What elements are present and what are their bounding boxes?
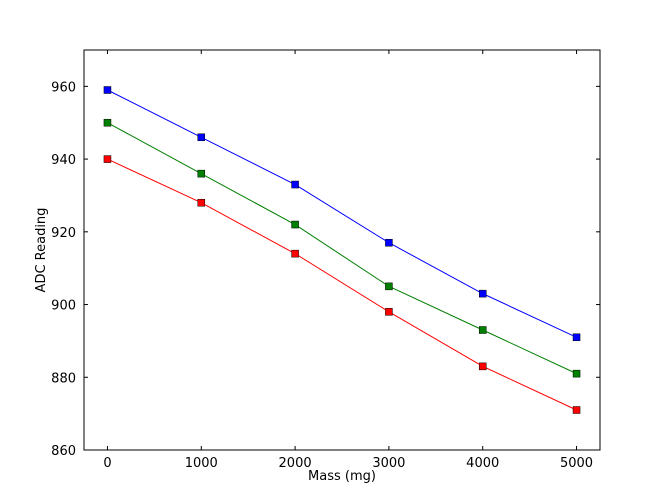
data-point xyxy=(291,249,299,258)
x-axis-label: Mass (mg) xyxy=(308,469,376,484)
data-point xyxy=(103,86,112,94)
y-tick-label: 940 xyxy=(51,153,76,168)
x-tick-label: 5000 xyxy=(560,456,593,471)
series-3 xyxy=(103,155,581,414)
plot-area xyxy=(83,49,601,451)
y-tick-label: 860 xyxy=(51,444,76,459)
series-line xyxy=(107,158,577,411)
series-layer xyxy=(103,86,581,414)
x-tick-label: 1000 xyxy=(185,456,218,471)
data-point xyxy=(291,180,299,189)
y-tick-label: 880 xyxy=(51,371,76,386)
x-tick-label: 3000 xyxy=(372,456,405,471)
data-point xyxy=(478,326,487,334)
series-line xyxy=(107,89,577,338)
series-2 xyxy=(103,118,581,378)
series-line xyxy=(107,122,577,375)
data-point xyxy=(385,238,393,247)
data-point xyxy=(197,198,206,207)
data-point xyxy=(572,369,581,378)
data-point xyxy=(103,118,112,127)
y-tick-label: 900 xyxy=(51,299,76,314)
y-axis-label: ADC Reading xyxy=(34,208,49,293)
data-point xyxy=(385,308,393,316)
x-tick-label: 4000 xyxy=(466,456,499,471)
data-point xyxy=(478,289,487,298)
data-point xyxy=(572,333,581,342)
data-point xyxy=(197,169,206,178)
x-tick-label: 2000 xyxy=(279,456,312,471)
data-point xyxy=(291,220,299,229)
axis-ticks: 0 1000 2000 3000 4000 5000 860 880 900 920 940 960 xyxy=(51,50,600,471)
y-tick-label: 960 xyxy=(51,80,76,95)
data-point xyxy=(103,155,112,163)
data-point xyxy=(572,406,581,414)
series-1 xyxy=(103,86,581,342)
data-point xyxy=(385,282,393,291)
x-tick-label: 0 xyxy=(103,456,111,471)
data-point xyxy=(197,133,206,142)
data-point xyxy=(478,362,487,371)
y-tick-label: 920 xyxy=(51,226,76,241)
